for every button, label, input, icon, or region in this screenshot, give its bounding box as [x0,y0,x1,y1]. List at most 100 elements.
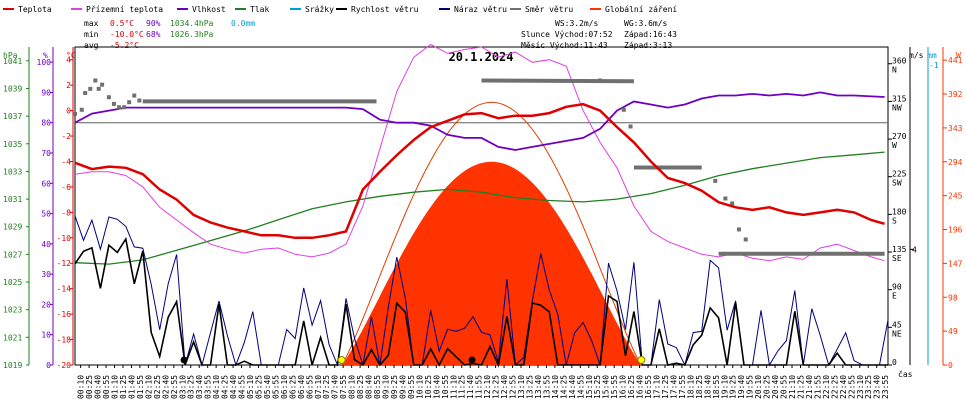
temperature-tick-label: -6 [61,183,71,192]
time-tick-label: 00:55 [102,375,111,399]
direction-tick-label: SE [892,254,902,263]
humidity-axis-unit: % [43,51,48,60]
time-tick-label: 19:10 [720,375,729,399]
time-tick-label: 15:25 [593,375,602,399]
stats-min-label: min [84,30,99,39]
time-tick-label: 22:10 [822,375,831,399]
temperature-tick-label: -2 [61,132,71,141]
temperature-tick-label: -10 [57,234,72,243]
time-tick-label: 05:40 [263,375,272,399]
temperature-tick-label: -16 [57,310,72,319]
hpa-tick-label: 1019 [3,361,22,370]
w-tick-label: 294 [948,158,963,167]
time-tick-label: 02:55 [170,375,179,399]
direction-tick-label: 45 [892,320,902,329]
wind-direction-point [137,98,142,103]
wind-direction-point [96,86,101,91]
time-tick-label: 03:10 [178,375,187,399]
time-tick-label: 09:25 [390,375,399,399]
hpa-tick-label: 1021 [3,333,22,342]
solar-clear-sky-curve [341,101,641,366]
legend-label: Směr větru [525,5,573,14]
legend-label: Vlhkost [192,5,226,14]
stats-max-hum: 90% [146,19,161,28]
wind-direction-point [621,107,626,112]
direction-tick-label: 135 [892,245,907,254]
stats-min-press: 1026.3hPa [170,30,214,39]
time-tick-label: 17:25 [661,375,670,399]
direction-tick-label: 315 [892,94,907,103]
time-tick-label: 23:55 [881,375,890,399]
hpa-tick-label: 1027 [3,250,22,259]
wind-direction-point [111,101,116,106]
time-tick-label: 05:55 [271,375,280,399]
info-moonrise: Měsíc Východ:11:43 [521,41,608,50]
hpa-tick-label: 1039 [3,84,22,93]
time-tick-label: 19:40 [737,375,746,399]
humidity-tick-label: 90 [41,88,51,97]
time-tick-label: 12:25 [492,375,501,399]
time-tick-label: 14:40 [568,375,577,399]
wind-direction-point [127,100,132,105]
temperature-tick-label: -12 [57,259,72,268]
direction-tick-label: 90 [892,283,902,292]
sunset-marker [637,356,646,364]
moonrise-marker [468,356,476,364]
time-tick-label: 00:40 [94,375,103,399]
time-tick-label: 17:40 [669,375,678,399]
time-tick-label: 04:25 [221,375,230,399]
temperature-tick-label: 0 [66,107,71,116]
time-tick-label: 20:10 [754,375,763,399]
direction-tick-label: 0 [892,358,897,367]
hpa-tick-label: 1025 [3,278,22,287]
time-tick-label: 10:55 [441,375,450,399]
temperature-tick-label: -18 [57,336,72,345]
solar-radiation-area [341,161,642,365]
direction-tick-label: N [892,66,897,75]
w-axis-unit: W [956,51,961,60]
time-tick-label: 15:55 [610,375,619,399]
legend-label: Srážky [305,5,334,14]
time-tick-label: 16:55 [644,375,653,399]
stats-avg-label: avg [84,41,99,50]
time-tick-label: 22:55 [847,375,856,399]
time-tick-label: 16:40 [636,375,645,399]
wind-direction-point [79,107,84,112]
time-tick-label: 00:10 [77,375,86,399]
time-tick-label: 20:40 [771,375,780,399]
direction-tick-label: 360 [892,57,907,66]
time-tick-label: 08:55 [373,375,382,399]
wind-direction-point [628,124,633,129]
legend-label: Teplota [18,5,52,14]
time-tick-label: 03:40 [195,375,204,399]
ms-tick-label: 4 [912,245,917,254]
time-tick-label: 06:55 [305,375,314,399]
wind-direction-point [106,95,111,100]
direction-tick-label: E [892,292,897,301]
pressure-line [74,151,885,265]
moonset-marker [180,356,188,364]
temperature-tick-label: 2 [66,81,71,90]
time-tick-label: 04:40 [229,375,238,399]
direction-tick-label: NE [892,329,902,338]
time-tick-label: 17:55 [678,375,687,399]
w-tick-label: 0 [948,361,953,370]
time-tick-label: 02:40 [161,375,170,399]
time-tick-label: 04:10 [212,375,221,399]
time-tick-label: 00:25 [85,375,94,399]
time-tick-label: 18:10 [686,375,695,399]
time-tick-label: 23:40 [873,375,882,399]
hpa-tick-label: 1041 [3,57,22,66]
time-tick-label: 01:10 [111,375,120,399]
time-tick-label: 10:10 [415,375,424,399]
humidity-tick-label: 30 [41,270,51,279]
stats-max-press: 1034.4hPa [170,19,214,28]
wind-direction-point [730,201,735,206]
time-tick-label: 14:10 [551,375,560,399]
temperature-tick-label: -14 [57,285,72,294]
info-sunrise: Slunce Východ:07:52 [521,30,613,39]
time-tick-label: 11:25 [458,375,467,399]
info-wind-gust: WG:3.6m/s [624,19,668,28]
time-tick-label: 23:25 [864,375,873,399]
